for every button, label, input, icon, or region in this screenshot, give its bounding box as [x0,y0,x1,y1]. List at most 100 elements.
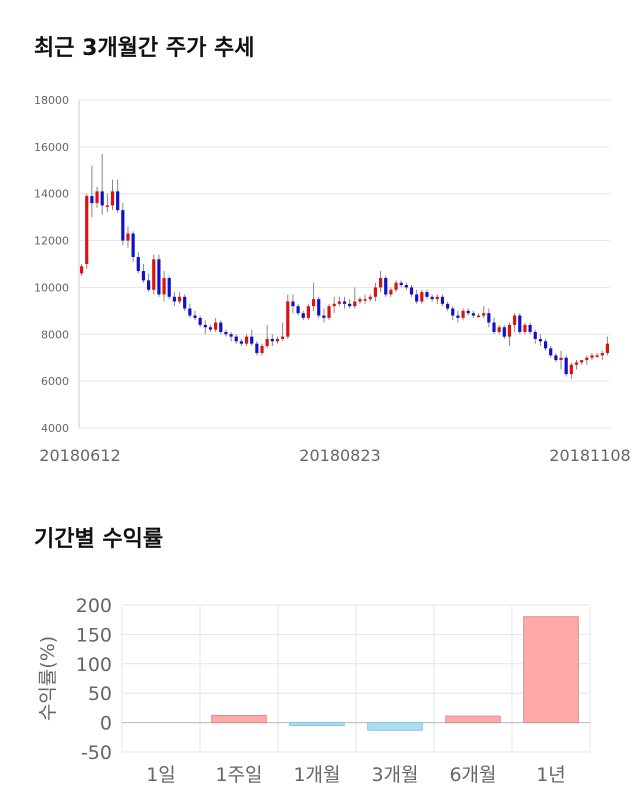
return-bar [523,616,579,724]
candle-body [384,278,388,295]
candle-body [214,322,218,330]
y-tick-label: 150 [76,624,112,646]
candle-body [425,292,429,297]
price-trend-title: 최근 3개월간 주가 추세 [34,36,255,61]
y-tick-label: 6000 [41,375,69,388]
candle-body [435,296,439,300]
candle-body [363,299,367,301]
candle-body [208,327,213,330]
candle-body [492,322,496,332]
y-tick-label: 8000 [41,328,69,341]
candle-body [141,271,146,281]
candle-body [564,357,568,375]
candle-body [219,322,223,332]
candle-body [559,357,563,361]
candle-body [518,315,522,332]
candle-body [580,360,584,363]
candle-body [198,317,202,325]
candle-body [482,313,486,316]
y-tick-label: 100 [76,654,112,676]
candle-body [394,282,398,290]
y-tick-label: 200 [76,595,112,617]
x-category-label: 1일 [146,764,176,786]
candle-body [358,299,362,302]
candle-body [146,280,151,290]
candle-body [265,338,269,346]
candle-body [471,313,475,316]
x-category-label: 1주일 [215,764,262,786]
candle-body [502,327,506,337]
candle-body [430,296,434,300]
candle-body [446,303,450,309]
candle-body [157,259,161,295]
candle-body [538,338,543,342]
candle-body [342,301,347,304]
x-category-label: 1년 [536,764,566,786]
candle-body [188,308,192,316]
candle-body [605,343,610,354]
candle-body [306,306,311,318]
candle-body [348,303,352,307]
candle-body [368,296,372,300]
candle-body [590,355,594,358]
return-bar [289,722,345,727]
return-bar [445,715,501,724]
candle-body [476,315,481,318]
candle-body [513,315,517,325]
candle-body [286,301,290,337]
candle-body [167,278,171,297]
candle-body [337,301,341,304]
y-tick-label: 10000 [34,281,69,294]
y-tick-label: 16000 [34,141,69,154]
candle-body [523,324,527,332]
candle-body [466,310,470,314]
x-category-label: 6개월 [449,764,496,786]
x-tick-label: 20180823 [299,446,380,465]
candle-body [275,338,280,342]
candlestick-chart: 4000 6000 8000 10000 12000 14000 16000 18000 201… [34,94,631,465]
candle-body [404,285,408,288]
candle-body [126,233,130,241]
candle-body [353,301,357,307]
candle-body [420,292,424,302]
candle-body [574,362,579,365]
candle-body [121,210,125,241]
period-returns-title: 기간별 수익률 [34,527,164,552]
candle-body [250,336,254,344]
candle-body [409,287,414,295]
y-tick-label: -50 [81,742,112,764]
candle-body [110,191,115,206]
candle-body [528,324,532,332]
candle-body [79,266,84,274]
candle-body [239,341,243,344]
candle-body [311,299,316,307]
candle-body [296,306,300,314]
candle-body [595,355,599,357]
return-bar [211,715,267,724]
candle-body [497,327,501,332]
candle-body [105,205,109,207]
candle-body [291,301,295,307]
candle-body [260,346,264,354]
candle-body [378,278,383,288]
candle-body [600,353,604,356]
candle-body [569,364,573,375]
candle-body [162,278,166,295]
candle-body [270,338,274,342]
candle-body [90,196,94,204]
candle-body [451,308,455,316]
candle-body [183,296,187,309]
candle-body [399,282,403,286]
candle-body [152,259,156,290]
candle-body [301,313,305,318]
candle-body [193,315,197,318]
candle-body [224,331,228,335]
return-bar [367,722,423,731]
y-tick-label: 50 [88,683,112,705]
y-tick-label: 0 [100,713,112,735]
candle-body [389,289,393,295]
candle-body [281,336,285,339]
candle-body [373,287,378,297]
y-tick-label: 18000 [34,94,69,107]
